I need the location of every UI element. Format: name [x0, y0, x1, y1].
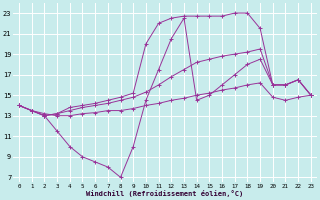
X-axis label: Windchill (Refroidissement éolien,°C): Windchill (Refroidissement éolien,°C)	[86, 190, 244, 197]
